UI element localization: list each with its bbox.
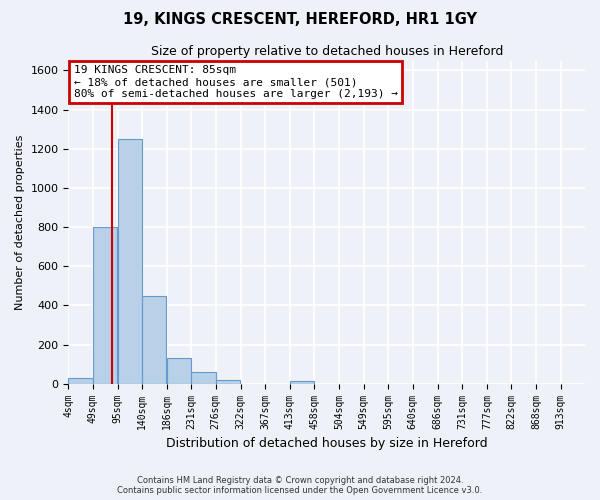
Bar: [93, 227, 117, 384]
Text: 19, KINGS CRESCENT, HEREFORD, HR1 1GY: 19, KINGS CRESCENT, HEREFORD, HR1 1GY: [123, 12, 477, 28]
Bar: [167, 358, 191, 384]
Bar: [191, 372, 215, 384]
Bar: [215, 380, 240, 384]
Text: 19 KINGS CRESCENT: 85sqm
← 18% of detached houses are smaller (501)
80% of semi-: 19 KINGS CRESCENT: 85sqm ← 18% of detach…: [74, 66, 398, 98]
Y-axis label: Number of detached properties: Number of detached properties: [15, 134, 25, 310]
Bar: [142, 296, 166, 384]
Text: Contains HM Land Registry data © Crown copyright and database right 2024.
Contai: Contains HM Land Registry data © Crown c…: [118, 476, 482, 495]
Bar: [68, 378, 93, 384]
X-axis label: Distribution of detached houses by size in Hereford: Distribution of detached houses by size …: [166, 437, 488, 450]
Title: Size of property relative to detached houses in Hereford: Size of property relative to detached ho…: [151, 45, 503, 58]
Bar: [118, 139, 142, 384]
Bar: [290, 381, 314, 384]
